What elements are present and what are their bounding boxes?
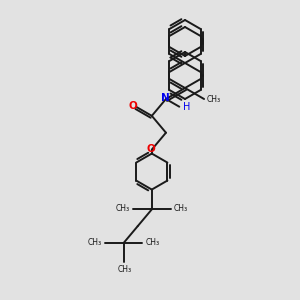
Text: O: O — [146, 144, 155, 154]
Text: O: O — [128, 101, 137, 111]
Text: CH₃: CH₃ — [116, 204, 130, 213]
Text: CH₃: CH₃ — [207, 95, 221, 104]
Text: CH₃: CH₃ — [145, 238, 159, 247]
Text: CH₃: CH₃ — [173, 204, 188, 213]
Text: N: N — [160, 93, 169, 103]
Text: CH₃: CH₃ — [118, 265, 132, 274]
Text: H: H — [183, 102, 191, 112]
Text: CH₃: CH₃ — [88, 238, 102, 247]
